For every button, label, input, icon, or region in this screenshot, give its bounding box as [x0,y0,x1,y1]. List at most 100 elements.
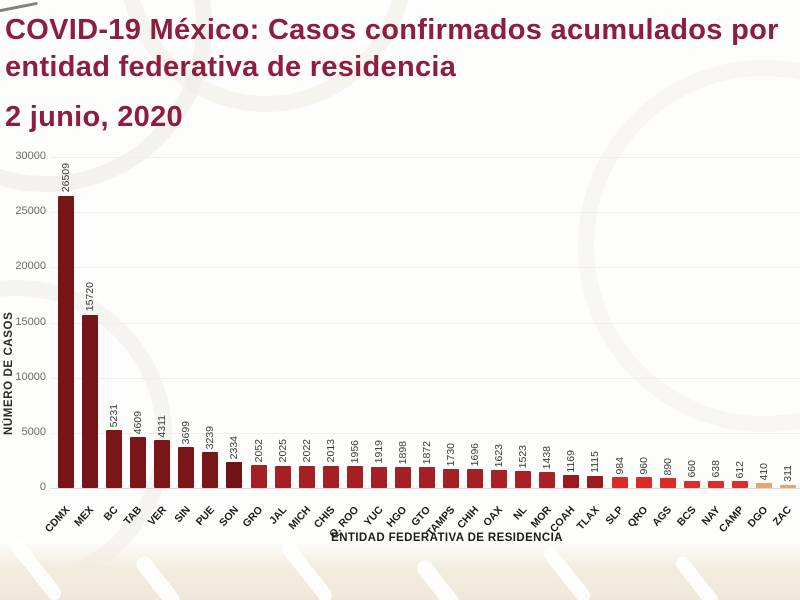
bar-DGO [755,483,772,488]
value-label-GTO: 1872 [421,441,433,465]
bar-Q. ROO [346,466,363,488]
y-tick-15000: 15000 [15,315,46,328]
gridline-5000 [50,432,800,434]
category-label-COAH: COAH [548,503,578,535]
value-label-JAL: 2025 [276,439,289,463]
bar-JAL [274,465,291,488]
value-label-Q. ROO: 1956 [348,440,361,464]
value-label-CDMX: 26509 [60,163,73,193]
value-label-AGS: 890 [661,457,674,476]
gridline-20000 [50,267,800,269]
bar-OAX [491,470,508,488]
value-label-TAMPS: 1730 [445,442,458,466]
value-label-NL: 1523 [517,444,530,469]
bar-NAY [707,480,724,488]
bar-MOR [539,472,556,488]
bar-TAB [130,437,147,488]
y-tick-20000: 20000 [15,260,46,273]
bar-HGO [394,467,411,488]
category-label-YUC: YUC [361,503,386,529]
y-tick-25000: 25000 [15,205,46,218]
chart-title-line1: COVID-19 México: Casos confirmados acumu… [5,14,779,46]
bar-BCS [683,480,700,488]
category-label-NL: NL [511,503,530,523]
category-label-SLP: SLP [603,503,626,528]
bar-YUC [370,466,387,488]
bar-AGS [659,478,676,488]
bar-QRO [635,477,652,488]
value-label-GRO: 2052 [252,439,265,463]
bar-GTO [419,467,435,488]
value-label-ZAC: 311 [781,464,794,482]
category-label-SON: SON [216,503,241,529]
value-label-CAMP: 612 [733,460,746,479]
bar-GRO [250,465,267,488]
category-label-HGO: HGO [384,503,410,530]
category-label-GRO: GRO [240,503,266,530]
gridline-25000 [50,212,800,214]
bar-NL [515,471,532,488]
value-label-COAH: 1169 [565,449,578,473]
bar-VER [154,440,171,488]
category-label-MEX: MEX [72,503,97,529]
category-label-CHIH: CHIH [455,503,482,532]
y-tick-5000: 5000 [21,425,46,438]
value-label-PUE: 3239 [204,425,217,450]
x-axis-title: ENTIDAD FEDERATIVA DE RESIDENCIA [331,532,563,544]
category-label-MICH: MICH [286,503,314,532]
gridline-30000 [50,157,800,158]
category-label-PUE: PUE [193,503,217,529]
value-label-OAX: 1623 [493,443,506,468]
value-label-MICH: 2022 [300,439,313,463]
bar-SON [226,462,243,488]
bar-CAMP [731,481,748,488]
category-label-SIN: SIN [172,503,193,526]
value-label-HGO: 1898 [396,440,409,465]
x-axis-line [50,488,800,489]
y-tick-30000: 30000 [15,150,46,162]
value-label-QRO: 960 [637,456,650,475]
bar-MICH [298,465,315,488]
value-label-BCS: 660 [685,460,698,478]
bar-MEX [82,314,99,488]
category-label-QRO: QRO [625,503,651,530]
bar-CHIS [322,465,339,488]
bar-chart: NÚMERO DE CASOS 0 5000 10000 15000 20000 2500… [0,150,800,590]
value-label-SON: 2334 [228,435,241,460]
value-label-CHIH: 1696 [469,442,482,467]
bar-TAMPS [443,468,460,488]
bar-SLP [611,477,628,488]
gridline-10000 [50,377,800,379]
category-label-TLAX: TLAX [574,503,602,533]
value-label-SLP: 984 [613,456,626,475]
value-label-MOR: 1438 [541,445,554,470]
value-label-TLAX: 1115 [589,450,602,473]
bar-COAH [563,475,580,488]
bar-PUE [202,452,219,488]
value-label-CHIS: 2013 [324,439,337,463]
y-tick-0: 0 [39,481,46,493]
slide-header: COVID-19 México: Casos confirmados acumu… [5,12,800,134]
y-tick-10000: 10000 [15,370,46,383]
bar-ZAC [779,484,796,488]
category-label-BC: BC [101,503,121,524]
value-label-MEX: 15720 [84,282,97,312]
category-label-CDMX: CDMX [42,503,73,535]
value-label-NAY: 638 [709,460,722,478]
value-label-SIN: 3699 [180,420,193,445]
bar-TLAX [587,475,604,488]
value-label-DGO: 410 [757,462,770,481]
bar-BC [106,430,123,488]
value-label-TAB: 4609 [132,410,145,435]
bar-CDMX [58,195,75,488]
bar-CHIH [467,469,484,488]
category-label-TAB: TAB [121,503,145,528]
x-axis-labels: CDMX MEX BC TAB VER SIN PUE SON GRO JAL MICH CHIS Q.… [43,495,800,557]
value-label-VER: 4311 [156,414,169,438]
gridline-15000 [50,322,800,324]
chart-title-line2: entidad federativa de residencia [5,51,457,83]
date-label: 2 junio, 2020 [5,101,183,133]
category-label-BCS: BCS [674,503,699,529]
category-label-CAMP: CAMP [716,503,747,535]
